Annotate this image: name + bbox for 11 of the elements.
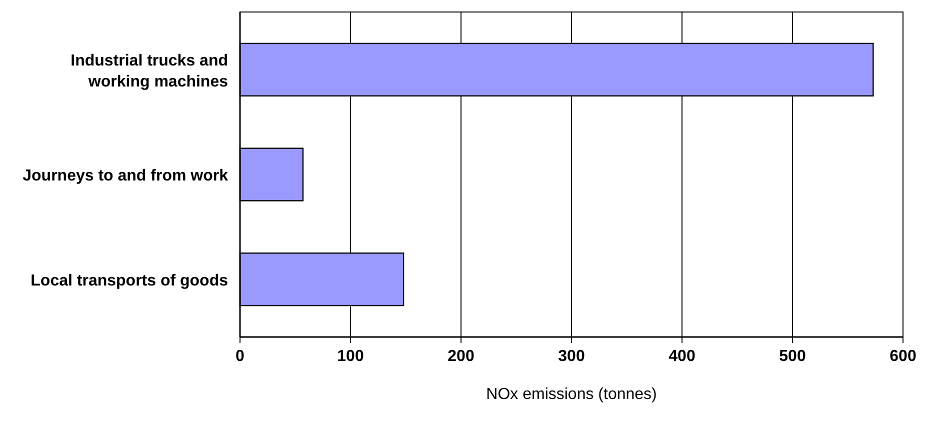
x-tick-label: 600 xyxy=(890,348,916,365)
y-tick-label: Journeys to and from work xyxy=(22,168,228,184)
x-tick-label: 100 xyxy=(337,348,364,365)
x-tick-label: 500 xyxy=(779,348,806,365)
x-axis-title: NOx emissions (tonnes) xyxy=(486,386,657,403)
x-tick-label: 400 xyxy=(668,348,696,365)
y-tick-label: Industrial trucks and working machines xyxy=(70,52,228,91)
x-tick-label: 0 xyxy=(236,348,245,365)
x-tick-label: 300 xyxy=(558,348,585,365)
x-tick-label: 200 xyxy=(448,348,474,365)
y-tick-label: Local transports of goods xyxy=(30,272,228,290)
